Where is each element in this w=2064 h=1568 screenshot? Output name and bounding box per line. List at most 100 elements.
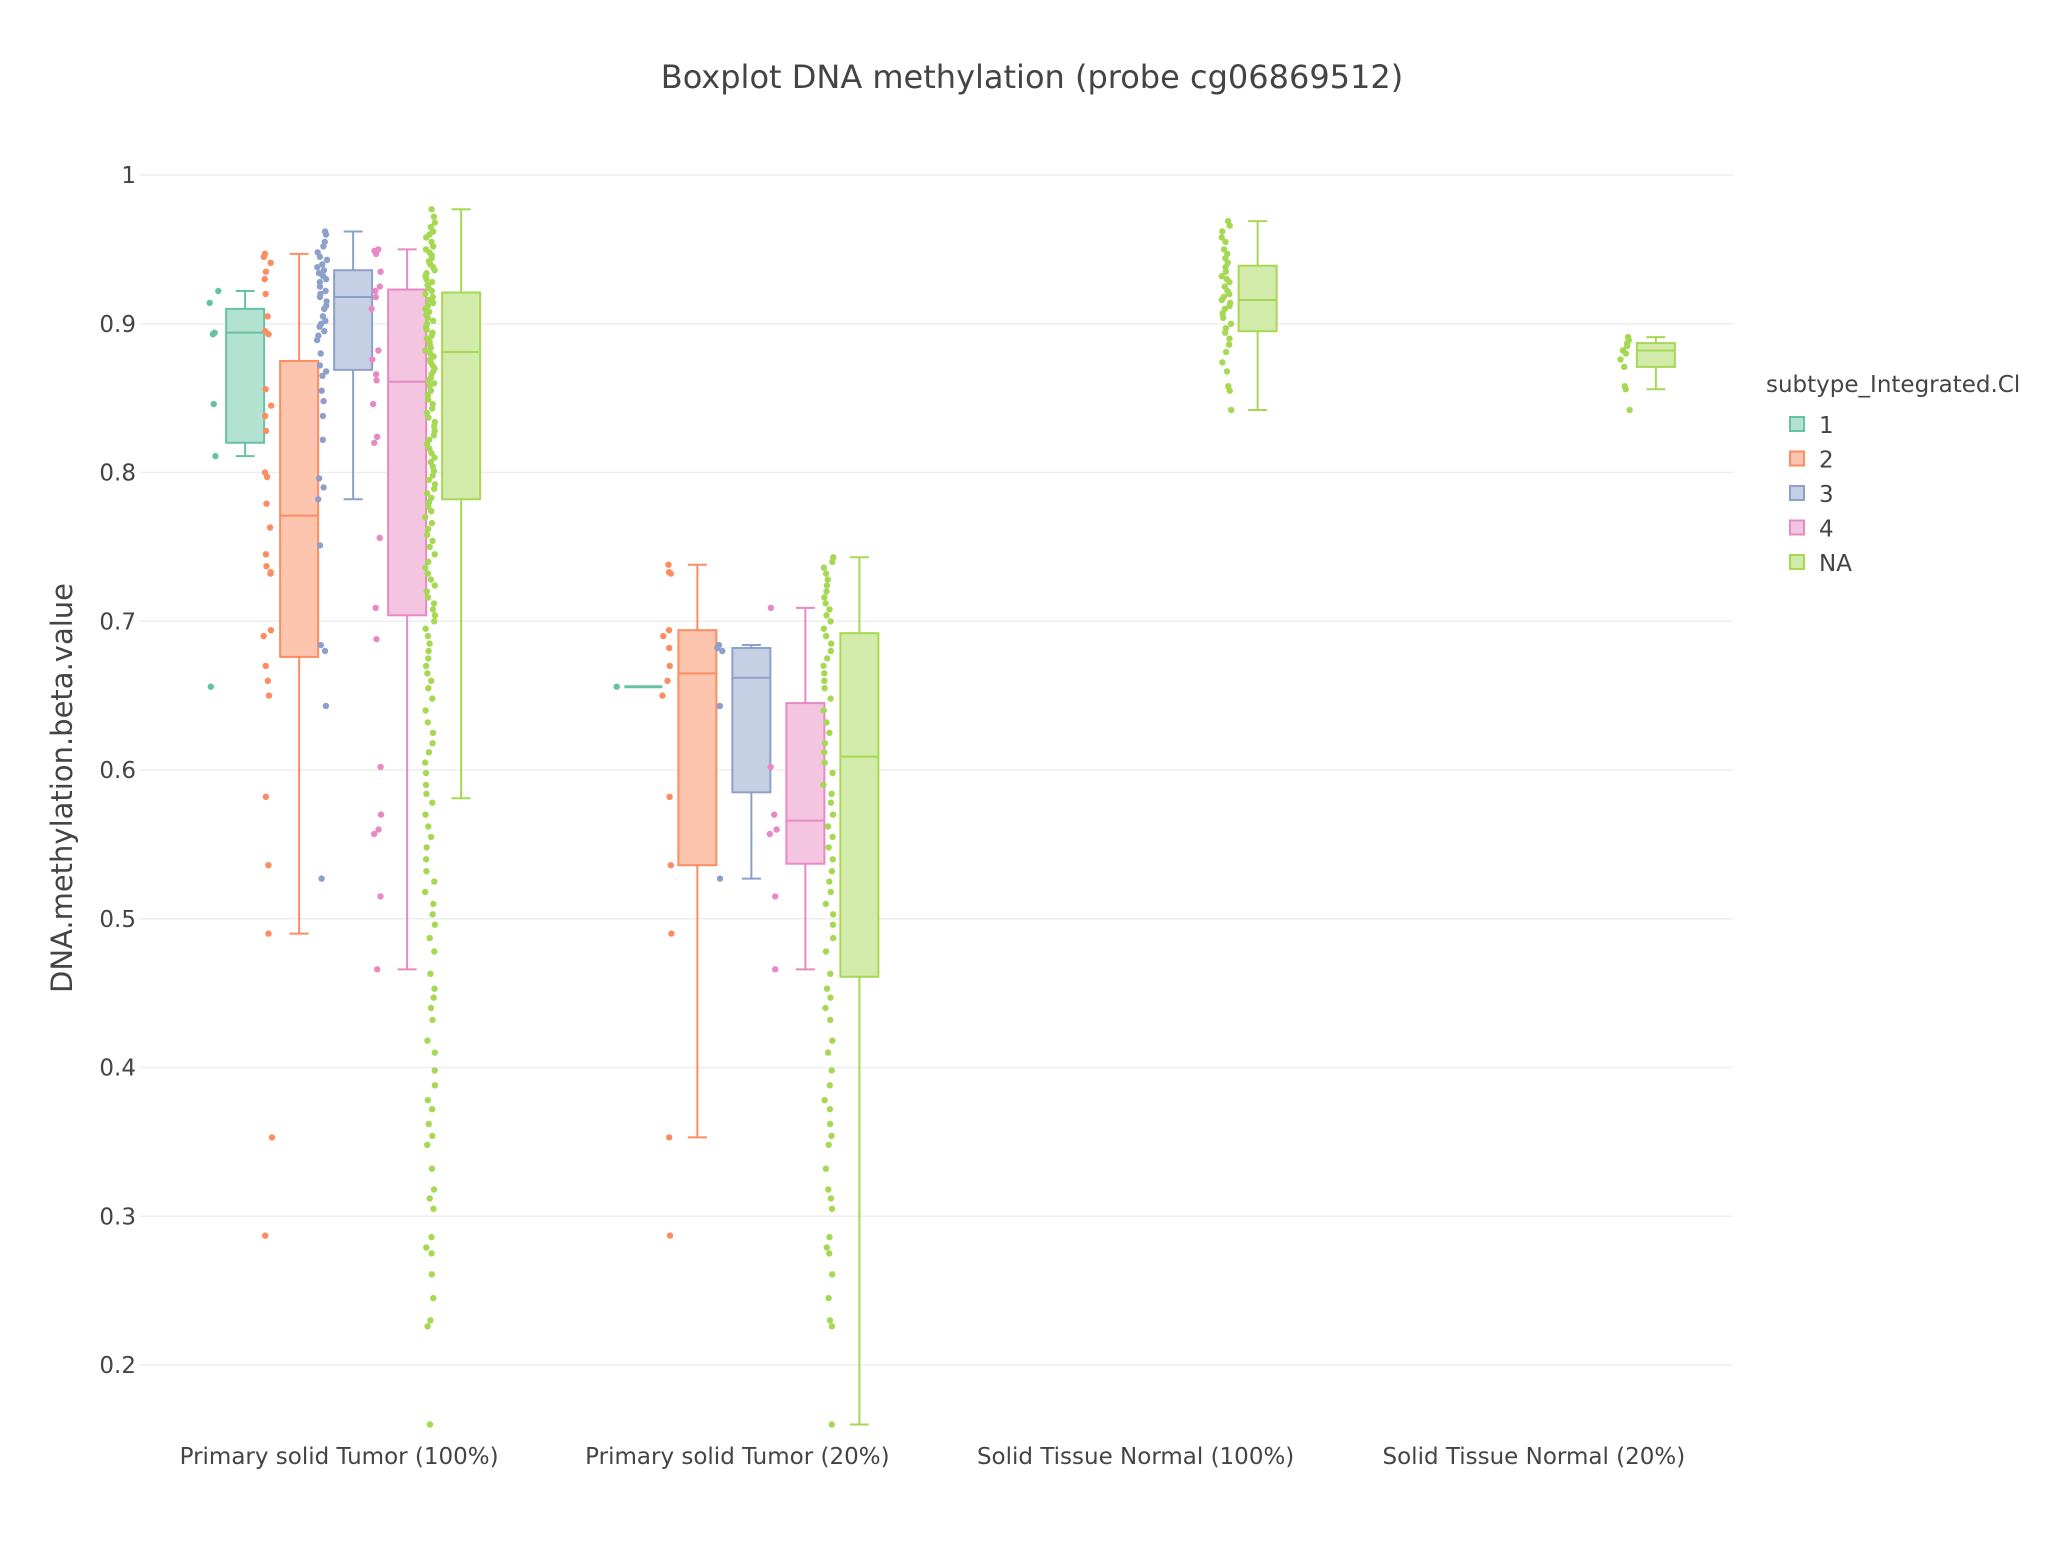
data-point <box>322 287 329 295</box>
data-point <box>430 243 437 250</box>
data-point <box>313 336 321 344</box>
data-point <box>824 1049 832 1056</box>
data-point <box>422 769 430 777</box>
data-point <box>262 290 269 298</box>
data-point <box>1220 246 1228 253</box>
data-point <box>377 763 384 771</box>
data-point <box>373 377 380 384</box>
data-point <box>1223 368 1231 375</box>
legend-item-2: 2 <box>1789 448 1834 474</box>
data-point <box>823 985 831 992</box>
data-point <box>772 893 779 900</box>
data-point <box>425 525 432 533</box>
data-point <box>424 531 431 539</box>
data-point <box>315 496 322 503</box>
data-point <box>209 331 217 338</box>
data-point <box>828 1421 835 1428</box>
data-point <box>430 317 437 324</box>
data-point <box>368 305 375 313</box>
data-point <box>261 412 269 420</box>
data-point <box>267 570 274 577</box>
data-point <box>1617 356 1624 363</box>
data-point <box>322 702 330 710</box>
box-NA <box>839 632 880 978</box>
data-point <box>1218 296 1226 304</box>
data-point <box>322 275 330 283</box>
plot-area <box>206 206 1676 1428</box>
data-point <box>422 707 429 714</box>
data-point <box>318 875 325 882</box>
data-point <box>424 1097 431 1104</box>
data-point <box>426 543 433 551</box>
x-tick-label: Primary solid Tumor (20%) <box>585 1444 889 1470</box>
data-point <box>821 594 828 601</box>
box-3 <box>333 269 374 371</box>
data-point <box>424 1323 431 1330</box>
box-group-3 <box>714 641 772 882</box>
data-point <box>428 206 435 213</box>
data-point <box>822 900 829 908</box>
data-point <box>267 627 275 634</box>
legend-item-4: 4 <box>1789 517 1834 543</box>
data-point <box>1226 387 1233 394</box>
box-NA <box>441 291 482 501</box>
data-point <box>424 1141 431 1149</box>
data-point <box>262 268 270 275</box>
data-point <box>829 856 836 863</box>
legend-item-3: 3 <box>1789 482 1834 508</box>
data-point <box>430 299 437 307</box>
legend: subtype_Integrated.Cl 1 2 3 4 NA <box>1766 372 2020 577</box>
box-2 <box>677 629 718 867</box>
data-point <box>430 900 437 908</box>
data-point <box>424 670 431 677</box>
legend-label: 2 <box>1819 448 1834 474</box>
data-point <box>820 707 827 714</box>
data-point <box>428 287 435 295</box>
data-point <box>423 326 430 333</box>
data-point <box>826 1233 833 1241</box>
data-point <box>666 662 673 670</box>
data-point <box>823 588 830 595</box>
data-point <box>422 347 429 354</box>
data-point <box>316 253 324 260</box>
data-point <box>431 921 438 928</box>
data-point <box>829 833 836 841</box>
data-point <box>425 749 433 756</box>
data-point <box>425 414 432 421</box>
data-point <box>314 264 321 271</box>
data-point <box>262 386 269 393</box>
data-point <box>827 888 834 896</box>
data-point <box>820 662 827 670</box>
data-point <box>430 1186 438 1193</box>
y-tick-label: 0.4 <box>99 1056 136 1082</box>
data-point <box>372 293 379 301</box>
legend-swatch <box>1789 519 1805 536</box>
data-point <box>821 740 829 747</box>
data-point <box>424 719 431 726</box>
data-point <box>821 685 828 692</box>
data-point <box>428 1271 435 1278</box>
data-point <box>430 1294 437 1302</box>
data-point <box>829 558 836 565</box>
data-point <box>1626 406 1633 414</box>
data-point <box>714 644 721 652</box>
data-point <box>823 612 830 619</box>
data-point <box>429 799 436 806</box>
data-point <box>820 564 828 571</box>
data-point <box>375 347 382 354</box>
data-point <box>372 604 379 612</box>
data-point <box>823 1244 830 1251</box>
data-point <box>429 740 436 747</box>
y-tick-label: 0.7 <box>99 609 136 635</box>
data-point <box>319 412 327 420</box>
legend-swatch <box>1789 416 1805 432</box>
data-point <box>821 670 828 677</box>
data-point <box>316 362 324 369</box>
data-point <box>424 1037 431 1044</box>
data-point <box>430 600 438 607</box>
box-group-2 <box>659 561 718 1239</box>
data-point <box>428 1233 435 1241</box>
data-point <box>668 930 675 937</box>
data-point <box>262 427 270 435</box>
data-point <box>822 632 830 640</box>
